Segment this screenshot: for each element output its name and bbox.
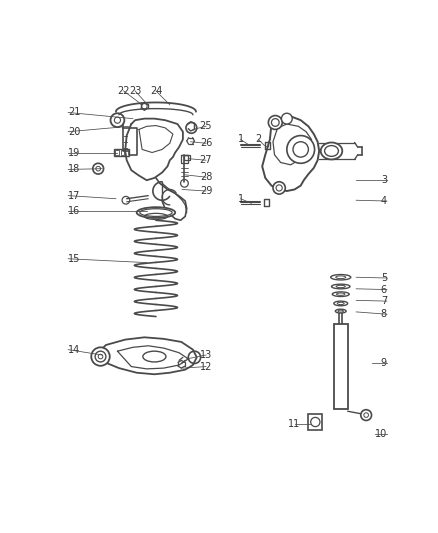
Bar [334, 324, 348, 409]
Ellipse shape [332, 284, 350, 289]
Text: 5: 5 [381, 273, 387, 283]
Ellipse shape [321, 142, 342, 159]
Ellipse shape [331, 274, 351, 280]
Ellipse shape [325, 146, 339, 156]
Text: 18: 18 [68, 165, 81, 174]
Text: 6: 6 [381, 285, 387, 295]
Circle shape [268, 116, 282, 130]
Circle shape [282, 113, 292, 124]
Text: 25: 25 [200, 122, 212, 131]
Circle shape [287, 135, 314, 163]
Text: 22: 22 [117, 86, 130, 96]
Text: 14: 14 [68, 345, 81, 354]
Bar [113, 149, 129, 156]
Bar [115, 150, 119, 155]
Text: 11: 11 [288, 419, 300, 429]
Ellipse shape [137, 207, 175, 218]
Text: 1: 1 [237, 193, 244, 204]
Bar [120, 150, 124, 155]
Text: 17: 17 [68, 191, 81, 200]
Circle shape [273, 182, 285, 194]
Text: 29: 29 [200, 186, 212, 196]
Text: 8: 8 [381, 309, 387, 319]
Text: 13: 13 [200, 350, 212, 360]
Text: 28: 28 [200, 172, 212, 182]
Text: 2: 2 [255, 134, 261, 144]
Text: 16: 16 [68, 206, 81, 216]
Ellipse shape [332, 292, 349, 296]
Bar [308, 414, 322, 430]
Circle shape [361, 410, 371, 421]
Text: 24: 24 [150, 86, 162, 96]
Text: 19: 19 [68, 148, 81, 158]
Text: 21: 21 [68, 108, 81, 117]
Text: 3: 3 [381, 175, 387, 185]
Circle shape [91, 348, 110, 366]
Bar [181, 155, 187, 163]
Text: 26: 26 [200, 138, 212, 148]
Bar [184, 155, 190, 160]
Text: 23: 23 [129, 86, 141, 96]
Text: 27: 27 [200, 155, 212, 165]
Ellipse shape [336, 309, 346, 313]
Text: 9: 9 [381, 358, 387, 368]
Text: 7: 7 [381, 296, 387, 306]
Ellipse shape [334, 301, 348, 306]
Text: 1: 1 [237, 134, 244, 144]
Ellipse shape [140, 209, 172, 216]
Text: 12: 12 [200, 361, 212, 372]
Text: 20: 20 [68, 127, 81, 137]
Text: 15: 15 [68, 254, 81, 264]
Text: 10: 10 [374, 429, 387, 439]
Text: 4: 4 [381, 196, 387, 206]
